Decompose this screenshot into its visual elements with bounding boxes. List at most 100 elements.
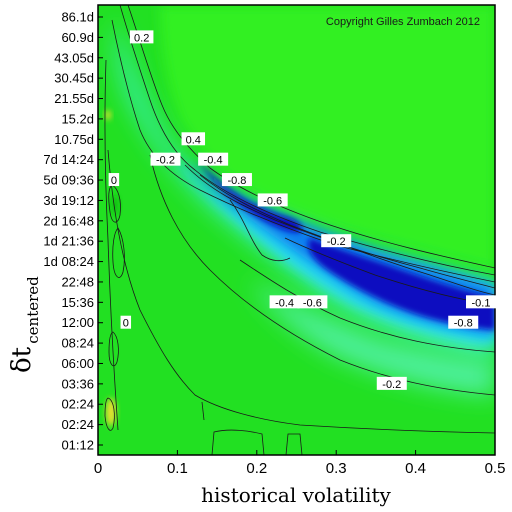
contour-label-background bbox=[269, 295, 300, 309]
contour-line bbox=[285, 433, 303, 455]
y-tick-label: 10.75d bbox=[54, 132, 94, 147]
y-tick-label: 02:24 bbox=[61, 417, 94, 432]
contour-label-background bbox=[257, 193, 288, 207]
contour-line bbox=[211, 429, 265, 455]
y-tick-label: 15.2d bbox=[61, 111, 94, 126]
contour-label-text: 0 bbox=[123, 318, 129, 330]
contour-label-text: 0.4 bbox=[186, 134, 201, 146]
y-axis-label: δt centered bbox=[7, 276, 42, 373]
contour-label-text: -0.2 bbox=[382, 379, 401, 391]
heatmap-region-cyan-mid bbox=[250, 280, 495, 395]
x-tick-label: 0.2 bbox=[246, 460, 267, 477]
contour-label-text: -0.6 bbox=[263, 195, 282, 207]
contour-line bbox=[108, 184, 121, 223]
y-axis-label-main: δt bbox=[7, 346, 37, 373]
plot-frame bbox=[97, 4, 496, 456]
contour-label: -0.6 bbox=[257, 193, 288, 207]
contour-label: -0.2 bbox=[376, 376, 407, 391]
y-tick-label: 1d 08:24 bbox=[43, 254, 94, 269]
contour-label-text: -0.4 bbox=[275, 297, 294, 309]
y-tick-label: 08:24 bbox=[61, 336, 94, 351]
contour-label-background bbox=[150, 152, 181, 166]
contour-label: -0.8 bbox=[221, 173, 252, 187]
contour-line bbox=[201, 401, 205, 421]
contour-line bbox=[284, 237, 495, 306]
contour-label-text: 0.2 bbox=[134, 32, 149, 44]
contour-line bbox=[108, 331, 119, 367]
contour-label: -0.4 bbox=[269, 295, 300, 309]
contour-label-background bbox=[221, 173, 252, 187]
y-tick-label: 5d 09:36 bbox=[43, 173, 94, 188]
contour-line bbox=[107, 149, 495, 434]
y-tick-label: 2d 16:48 bbox=[43, 213, 94, 228]
contour-label-background bbox=[448, 315, 479, 329]
x-axis-ticks: 0 0.1 0.2 0.3 0.4 0.5 bbox=[94, 450, 506, 477]
contour-label: -0.8 bbox=[448, 315, 479, 330]
x-tick-label: 0.4 bbox=[405, 460, 426, 477]
contour-label: 0 bbox=[108, 173, 120, 187]
x-tick-label: 0.3 bbox=[326, 460, 347, 477]
contour-label-background bbox=[108, 173, 120, 187]
contour-label: -0.4 bbox=[198, 152, 229, 167]
x-tick-label: 0.5 bbox=[485, 460, 506, 477]
contour-label-background bbox=[120, 315, 132, 329]
y-tick-label: 7d 14:24 bbox=[43, 152, 94, 167]
heatmap-region-minus-0-8 bbox=[198, 160, 495, 330]
y-tick-label: 03:36 bbox=[61, 376, 94, 391]
contour-label: -0.2 bbox=[150, 152, 181, 167]
contour-line bbox=[119, 5, 495, 276]
contour-line bbox=[149, 154, 495, 396]
contour-label-background bbox=[321, 234, 352, 248]
heatmap-positive-spot bbox=[106, 398, 116, 426]
x-tick-label: 0 bbox=[94, 460, 102, 477]
contour-label: -0.2 bbox=[321, 234, 352, 248]
y-tick-label: 3d 19:12 bbox=[43, 193, 94, 208]
contour-label-text: -0.2 bbox=[327, 236, 346, 248]
y-tick-label: 30.45d bbox=[54, 71, 94, 86]
contour-line bbox=[112, 227, 125, 278]
y-tick-label: 22:48 bbox=[61, 274, 94, 289]
y-axis-label-subscript: centered bbox=[24, 276, 42, 344]
contour-label-background bbox=[466, 295, 496, 309]
contour-label-background bbox=[129, 30, 154, 44]
copyright-annotation: Copyright Gilles Zumbach 2012 bbox=[326, 16, 480, 28]
contour-label-text: -0.4 bbox=[204, 155, 223, 167]
contour-label-text: 0 bbox=[111, 175, 117, 187]
contour-line bbox=[104, 59, 119, 431]
contour-label-text: -0.6 bbox=[303, 297, 322, 309]
y-tick-label: 12:00 bbox=[61, 315, 94, 330]
y-tick-label: 21.55d bbox=[54, 91, 94, 106]
contour-label-text: -0.1 bbox=[472, 297, 491, 309]
y-tick-label: 06:00 bbox=[61, 356, 94, 371]
contour-label-background bbox=[198, 152, 229, 166]
contour-labels: 0.20.4-0.4-0.2-0.8-0.6-0.2-0.6-0.4-0.8-0… bbox=[108, 30, 496, 391]
contour-label-background bbox=[297, 295, 328, 309]
y-tick-label: 01:12 bbox=[61, 438, 94, 453]
contour-label-background bbox=[376, 376, 407, 390]
contour-label: 0.2 bbox=[129, 30, 154, 44]
contour-label: 0 bbox=[120, 315, 132, 330]
contour-label-background bbox=[181, 132, 206, 146]
y-axis-ticks: 86.1d 60.9d 43.05d 30.45d 21.55d 15.2d 10.75d 7… bbox=[43, 10, 103, 453]
contour-line bbox=[104, 397, 115, 431]
y-tick-label: 86.1d bbox=[61, 10, 94, 25]
y-tick-label: 43.05d bbox=[54, 50, 94, 65]
y-tick-label: 15:36 bbox=[61, 295, 94, 310]
y-tick-label: 02:24 bbox=[61, 397, 94, 412]
contour-label-text: -0.8 bbox=[454, 318, 473, 330]
contour-line bbox=[229, 199, 291, 262]
contour-label: -0.1 bbox=[466, 295, 496, 309]
x-tick-label: 0.1 bbox=[167, 460, 188, 477]
contour-label: 0.4 bbox=[181, 132, 206, 146]
contour-label-text: -0.8 bbox=[227, 175, 246, 187]
heatmap-region-upper bbox=[160, 5, 495, 270]
heatmap-positive-spot bbox=[105, 110, 111, 120]
contour-label-text: -0.2 bbox=[156, 155, 175, 167]
contour-label: -0.6 bbox=[297, 295, 328, 309]
y-tick-label: 1d 21:36 bbox=[43, 234, 94, 249]
y-tick-label: 60.9d bbox=[61, 30, 94, 45]
contour-line bbox=[111, 19, 495, 283]
heatmap-surface bbox=[98, 5, 495, 455]
x-axis-label: historical volatility bbox=[201, 483, 391, 507]
